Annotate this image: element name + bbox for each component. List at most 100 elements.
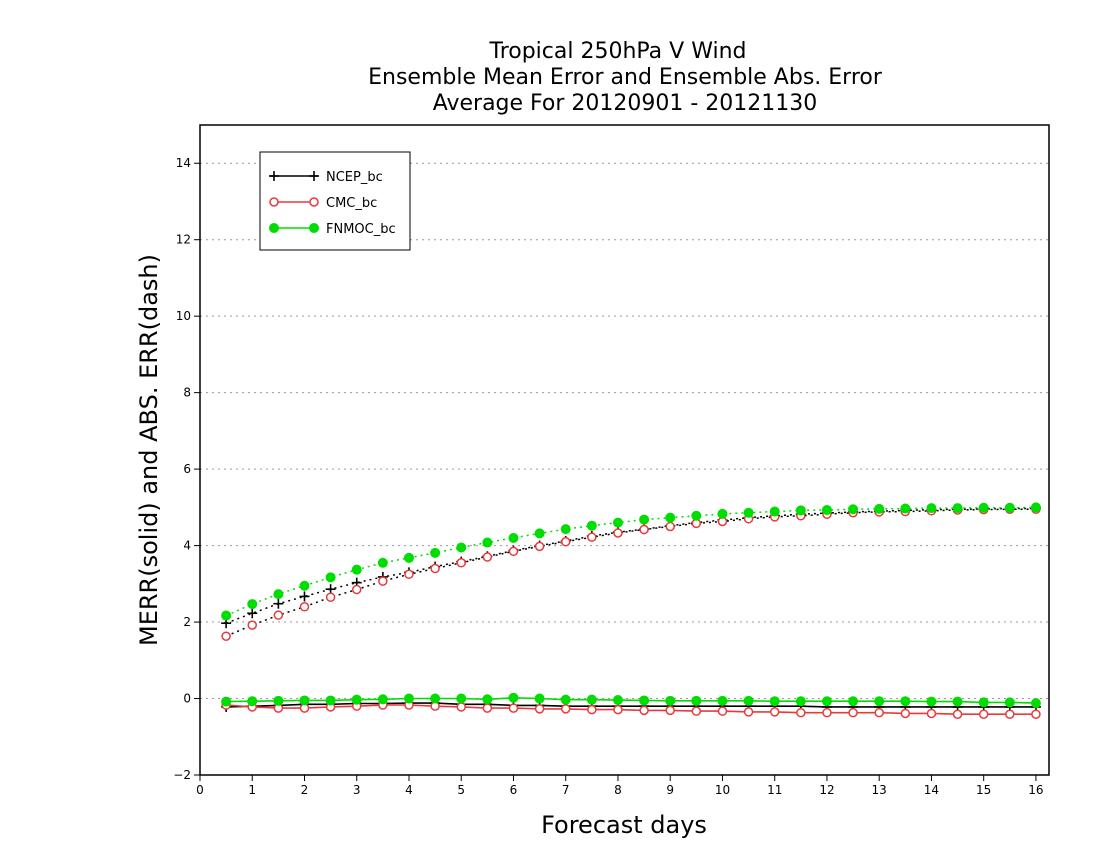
mean-error-point bbox=[1031, 709, 1041, 719]
abs-error-point bbox=[482, 537, 493, 548]
x-tick-label: 16 bbox=[1028, 783, 1043, 797]
abs-error-point bbox=[482, 552, 493, 562]
y-tick-label: 14 bbox=[176, 156, 191, 170]
abs-error-point bbox=[325, 572, 336, 583]
legend: NCEP_bc CMC_bc FNMOC_bc bbox=[259, 151, 411, 251]
x-tick-label: 1 bbox=[248, 783, 256, 797]
mean-error-point bbox=[848, 707, 858, 718]
abs-error-point bbox=[743, 507, 754, 518]
mean-error-point bbox=[430, 693, 441, 704]
mean-error-point bbox=[717, 706, 728, 716]
legend-marker bbox=[309, 197, 319, 207]
abs-error-line-CMC_bc bbox=[225, 508, 1036, 637]
legend-marker bbox=[269, 171, 279, 181]
y-tick-label: 4 bbox=[183, 539, 191, 553]
mean-error-point bbox=[665, 705, 675, 716]
abs-error-point bbox=[612, 517, 623, 528]
abs-error-point bbox=[378, 576, 388, 586]
y-tick-label: 8 bbox=[183, 386, 191, 400]
abs-error-point bbox=[508, 532, 519, 543]
abs-error-point bbox=[639, 524, 649, 535]
abs-error-point bbox=[221, 610, 232, 621]
mean-error-point bbox=[587, 704, 597, 715]
legend-label: CMC_bc bbox=[326, 196, 377, 211]
abs-error-point bbox=[769, 506, 780, 517]
mean-error-point bbox=[482, 694, 493, 705]
x-tick-label: 10 bbox=[715, 783, 730, 797]
mean-error-point bbox=[769, 696, 780, 707]
mean-error-point bbox=[978, 697, 989, 708]
abs-error-point bbox=[1030, 502, 1041, 513]
mean-error-point bbox=[508, 692, 519, 703]
mean-error-point bbox=[325, 695, 336, 706]
y-tick-label: −2 bbox=[173, 768, 191, 782]
mean-error-point bbox=[1005, 709, 1015, 719]
abs-error-point bbox=[247, 608, 258, 619]
legend-marker bbox=[269, 197, 279, 207]
mean-error-point bbox=[796, 707, 806, 718]
mean-error-point bbox=[482, 703, 493, 713]
abs-error-point bbox=[273, 589, 284, 600]
mean-error-point bbox=[456, 702, 466, 712]
mean-error-point bbox=[665, 695, 676, 706]
abs-error-point bbox=[691, 510, 702, 521]
mean-error-point bbox=[403, 693, 414, 704]
legend-item-FNMOC_bc: FNMOC_bc bbox=[269, 222, 396, 237]
mean-error-point bbox=[1004, 697, 1015, 708]
y-tick-label: 0 bbox=[183, 692, 191, 706]
legend-marker bbox=[309, 171, 319, 181]
abs-error-point bbox=[821, 505, 832, 516]
abs-error-point bbox=[1004, 502, 1015, 513]
mean-error-point bbox=[508, 703, 519, 713]
mean-error-point bbox=[874, 707, 884, 718]
x-tick-label: 8 bbox=[614, 783, 622, 797]
abs-error-point bbox=[221, 631, 231, 641]
abs-error-point bbox=[404, 569, 414, 580]
legend-box bbox=[259, 151, 411, 251]
abs-error-point bbox=[952, 503, 963, 514]
abs-error-point bbox=[299, 591, 310, 602]
abs-error-point bbox=[299, 602, 310, 612]
x-tick-label: 11 bbox=[767, 783, 782, 797]
mean-error-point bbox=[795, 696, 806, 707]
abs-error-point bbox=[613, 528, 623, 538]
y-tick-label: 12 bbox=[176, 233, 191, 247]
mean-error-point bbox=[299, 695, 310, 706]
mean-error-point bbox=[926, 708, 937, 719]
abs-error-point bbox=[247, 620, 257, 630]
x-tick-label: 13 bbox=[872, 783, 887, 797]
series-layer bbox=[221, 502, 1041, 719]
mean-error-point bbox=[1030, 698, 1041, 709]
abs-error-point bbox=[456, 542, 467, 553]
mean-error-point bbox=[821, 696, 832, 707]
abs-error-point bbox=[430, 547, 441, 558]
abs-error-point bbox=[351, 564, 362, 575]
abs-error-point bbox=[508, 546, 519, 557]
mean-error-point bbox=[952, 709, 963, 719]
abs-error-point bbox=[430, 563, 440, 574]
mean-error-point bbox=[978, 709, 989, 719]
chart-title-line-1: Tropical 250hPa V Wind bbox=[488, 39, 746, 64]
x-tick-label: 12 bbox=[819, 783, 834, 797]
mean-error-point bbox=[639, 695, 650, 706]
plot-frame bbox=[199, 124, 1050, 776]
series-CMC_bc bbox=[221, 504, 1041, 719]
abs-error-point bbox=[900, 503, 911, 514]
y-axis-label: MERR(solid) and ABS. ERR(dash) bbox=[135, 254, 163, 646]
abs-error-point bbox=[534, 528, 545, 539]
y-tick-label: 10 bbox=[176, 309, 191, 323]
abs-error-point bbox=[926, 503, 937, 514]
mean-error-point bbox=[456, 693, 467, 704]
abs-error-line-FNMOC_bc bbox=[225, 506, 1036, 617]
abs-error-point bbox=[560, 537, 571, 547]
x-tick-label: 6 bbox=[510, 783, 518, 797]
mean-error-point bbox=[822, 707, 832, 718]
mean-error-point bbox=[377, 694, 388, 705]
series-FNMOC_bc bbox=[221, 502, 1041, 709]
x-tick-label: 5 bbox=[457, 783, 465, 797]
abs-error-line-NCEP_bc bbox=[225, 507, 1036, 624]
x-tick-label: 4 bbox=[405, 783, 413, 797]
abs-error-point bbox=[403, 552, 414, 563]
mean-error-point bbox=[691, 706, 702, 716]
